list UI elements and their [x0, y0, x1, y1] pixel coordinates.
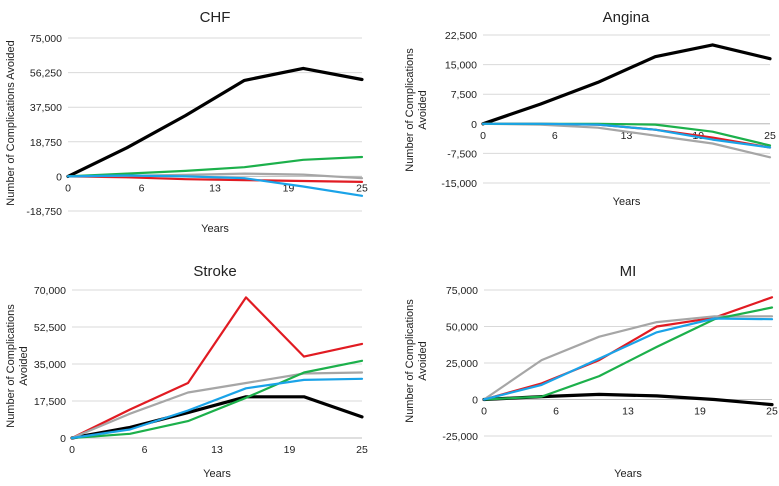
- series-line-green: [70, 359, 364, 440]
- y-tick-label: 70,000: [34, 285, 66, 297]
- y-axis-label: Number of ComplicationsAvoided: [5, 304, 30, 428]
- x-tick-label: 6: [552, 130, 558, 142]
- y-tick-label: 75,000: [30, 33, 62, 45]
- chart-title: CHF: [200, 9, 231, 26]
- x-axis-label: Years: [613, 196, 641, 208]
- x-tick-label: 25: [766, 406, 778, 418]
- y-tick-label: 0: [472, 395, 478, 407]
- x-tick-label: 25: [356, 444, 368, 456]
- y-tick-label: 52,500: [34, 322, 66, 334]
- y-axis-label: Number of Complications Avoided: [5, 40, 17, 206]
- x-tick-label: 13: [211, 444, 223, 456]
- x-tick-label: 19: [284, 444, 296, 456]
- x-tick-label: 0: [69, 444, 75, 456]
- series-line-blue: [66, 174, 364, 197]
- x-tick-label: 19: [283, 182, 295, 194]
- x-tick-label: 6: [553, 406, 559, 418]
- series-line-blue: [481, 122, 772, 149]
- series-line-blue: [70, 377, 364, 440]
- x-tick-label: 0: [480, 130, 486, 142]
- y-tick-label: 35,000: [34, 359, 66, 371]
- series-line-black: [66, 66, 364, 178]
- y-axis-label: Number of ComplicationsAvoided: [404, 48, 429, 172]
- series-line-red: [482, 296, 774, 401]
- x-tick-label: 0: [65, 182, 71, 194]
- y-tick-label: -18,750: [26, 206, 62, 218]
- chart-panel-4: -25,000 0 25,000 50,000 75,000 0 6 13 19 25 MI Year…: [404, 263, 778, 480]
- y-tick-label: 50,000: [446, 322, 478, 334]
- series-line-green: [482, 306, 774, 401]
- series-line-red: [70, 296, 364, 440]
- x-tick-label: 25: [356, 182, 368, 194]
- y-tick-label: -7,500: [447, 148, 477, 160]
- x-tick-label: 19: [694, 406, 706, 418]
- x-tick-label: 13: [622, 406, 634, 418]
- series-line-blue: [482, 317, 774, 401]
- chart-title: Stroke: [193, 263, 236, 280]
- y-tick-label: 17,500: [34, 396, 66, 408]
- series-line-gray: [70, 371, 364, 440]
- chart-title: Angina: [603, 9, 650, 26]
- x-tick-label: 13: [209, 182, 221, 194]
- y-tick-label: -15,000: [441, 178, 477, 190]
- y-tick-label: 18,750: [30, 137, 62, 149]
- chart-panel-3: 0 17,500 35,000 52,500 70,000 0 6 13 19 25 Stroke Y…: [5, 263, 368, 480]
- series-line-black: [70, 395, 364, 440]
- y-axis-label: Number of ComplicationsAvoided: [404, 299, 429, 423]
- x-axis-label: Years: [201, 223, 229, 235]
- y-tick-label: 7,500: [451, 89, 477, 101]
- y-tick-label: 25,000: [446, 358, 478, 370]
- x-tick-label: 13: [621, 130, 633, 142]
- y-tick-label: 56,250: [30, 68, 62, 80]
- y-tick-label: 0: [60, 433, 66, 445]
- x-tick-label: 0: [481, 406, 487, 418]
- series-line-black: [481, 43, 772, 126]
- chart-title: MI: [620, 263, 637, 280]
- series-line-green: [66, 155, 364, 178]
- x-axis-label: Years: [203, 468, 231, 480]
- x-tick-label: 25: [764, 130, 776, 142]
- y-tick-label: 0: [471, 119, 477, 131]
- x-tick-label: 6: [142, 444, 148, 456]
- y-tick-label: -25,000: [442, 431, 478, 443]
- x-tick-label: 6: [139, 182, 145, 194]
- y-tick-label: 22,500: [445, 30, 477, 42]
- y-tick-label: 15,000: [445, 60, 477, 72]
- y-tick-label: 0: [56, 171, 62, 183]
- series-line-red: [66, 175, 364, 183]
- y-tick-label: 37,500: [30, 102, 62, 114]
- x-axis-label: Years: [614, 468, 642, 480]
- y-tick-label: 75,000: [446, 285, 478, 297]
